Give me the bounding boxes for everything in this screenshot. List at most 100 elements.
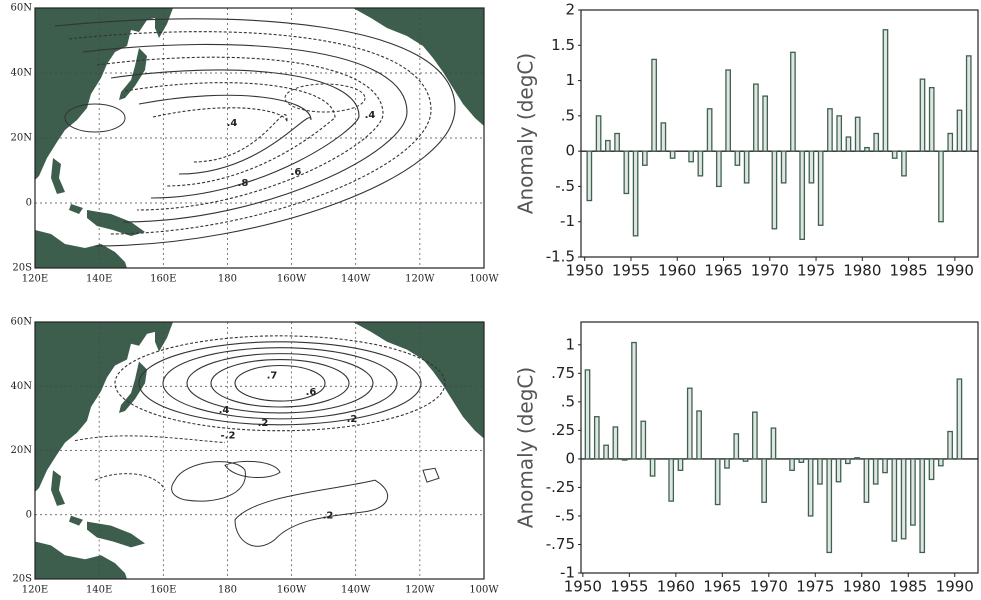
bar (900, 458, 907, 540)
x-tick-label: 1970 (750, 578, 788, 596)
contour (138, 94, 312, 175)
land-islands (51, 470, 83, 526)
bar (947, 132, 954, 152)
bar (864, 146, 870, 152)
contour (68, 31, 432, 235)
bar (642, 150, 648, 166)
lon-label: 100W (469, 274, 499, 285)
y-tick-label: -.25 (546, 478, 575, 496)
contour-label: .4 (365, 110, 376, 121)
bar (595, 115, 602, 152)
bar (714, 458, 721, 506)
bar (845, 136, 852, 152)
map-frame (34, 7, 485, 269)
bar (612, 426, 619, 460)
bar (947, 430, 953, 460)
bar (836, 115, 843, 152)
x-tick-label: 1960 (658, 262, 696, 280)
land-america (353, 322, 484, 439)
bar (956, 378, 963, 460)
bar (854, 116, 861, 152)
lon-label: 160W (277, 585, 307, 596)
lon-label: 140W (341, 585, 371, 596)
contour (96, 56, 384, 211)
bar (623, 150, 630, 195)
lon-label: 140E (86, 585, 112, 596)
bar (742, 458, 749, 462)
bar (660, 122, 667, 152)
y-tick-label: .5 (561, 106, 575, 124)
y-tick-label: 0 (565, 142, 575, 160)
bar (863, 458, 870, 503)
bar (640, 420, 647, 460)
lon-label: 160E (150, 585, 176, 596)
land-australia (35, 541, 127, 579)
bar (631, 341, 637, 460)
land-asia (35, 322, 170, 493)
lat-label: 0 (26, 198, 32, 209)
y-tick-label: -.5 (555, 506, 575, 524)
bar (649, 458, 656, 477)
x-tick-label: 1990 (936, 578, 974, 596)
bar (604, 139, 611, 152)
bar (651, 58, 657, 152)
bar (798, 458, 805, 463)
lon-label: 120W (405, 585, 435, 596)
x-tick-label: 1950 (564, 578, 602, 596)
bar (790, 51, 796, 152)
x-tick-label: 1955 (612, 262, 650, 280)
x-tick-label: 1965 (704, 262, 742, 280)
lon-label: 160E (150, 274, 176, 285)
bar (873, 132, 880, 152)
land-newguinea (87, 521, 145, 548)
x-tick-label: 1980 (843, 578, 881, 596)
contour-label: .7 (267, 370, 278, 381)
bar (697, 150, 704, 177)
x-tick-label: 1955 (610, 578, 648, 596)
map (34, 7, 485, 269)
bar (937, 458, 944, 467)
lat-label: 20S (12, 574, 32, 585)
contour (64, 103, 126, 133)
contour (171, 461, 246, 502)
bar (854, 457, 860, 460)
bar (614, 132, 620, 152)
contour-label: .2 (347, 414, 358, 425)
bar (771, 150, 778, 230)
contour (110, 69, 360, 199)
bar (817, 150, 824, 226)
y-tick-label: -.5 (555, 177, 575, 195)
contour (162, 347, 398, 420)
y-tick-label: 0 (565, 449, 575, 467)
lon-label: 140E (86, 274, 112, 285)
bar (882, 29, 889, 152)
x-tick-label: 1975 (796, 578, 834, 596)
bar (770, 427, 777, 460)
bar (593, 416, 600, 460)
bar (706, 108, 713, 152)
bar (603, 444, 609, 460)
land-asia (35, 8, 170, 180)
contour (138, 341, 422, 426)
lon-label: 100W (469, 585, 499, 596)
bar (835, 458, 842, 483)
contour (234, 364, 326, 402)
x-tick-label: 1985 (889, 578, 927, 596)
bar (752, 411, 758, 460)
bar (696, 410, 702, 460)
bar (919, 78, 926, 152)
y-tick-label: -1 (560, 212, 575, 230)
contour-label: .4 (219, 405, 230, 416)
land-australia (35, 230, 127, 268)
bar (956, 109, 963, 152)
bar (891, 150, 898, 159)
lat-label: 20N (11, 133, 33, 144)
y-tick-label: 1.5 (551, 36, 575, 54)
x-tick-label: 1990 (936, 262, 974, 280)
contour-label: .6 (306, 387, 317, 398)
bar (686, 387, 693, 460)
lon-label: 180 (218, 585, 237, 596)
contour-label: .8 (238, 178, 249, 189)
lat-label: 40N (11, 381, 33, 392)
